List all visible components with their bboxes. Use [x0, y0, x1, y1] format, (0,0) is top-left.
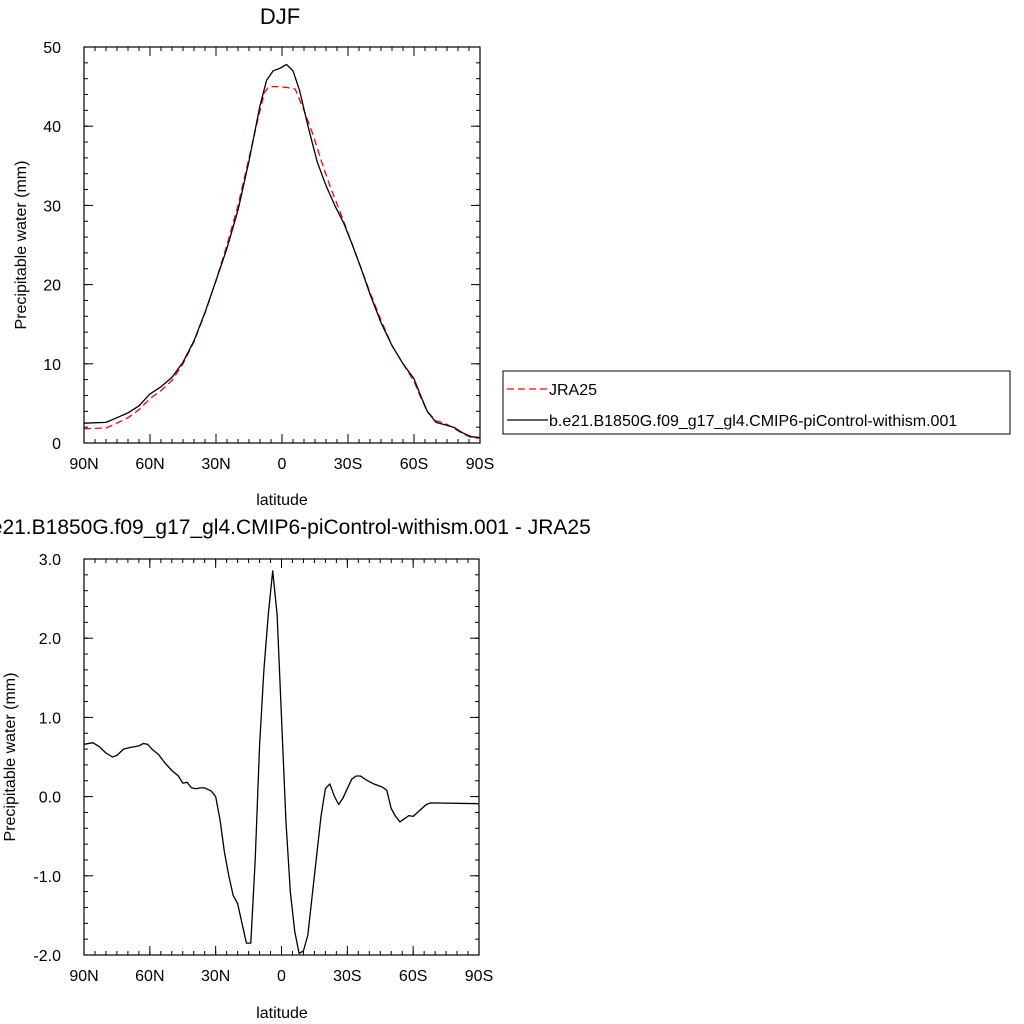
bottom-panel-y-axis-label: Precipitable water (mm) [2, 673, 19, 842]
top-x-tick-label: 30S [334, 456, 362, 473]
bottom-series-line-difference [83, 570, 480, 955]
bottom-panel-x-axis-label: latitude [256, 1005, 308, 1022]
bottom-panel-y-tick-labels: -2.0 -1.0 0.0 1.0 2.0 3.0 [33, 552, 61, 965]
top-panel-x-axis-label: latitude [256, 492, 308, 509]
bottom-panel-series [83, 570, 480, 955]
bottom-x-tick-label: 90N [69, 968, 98, 985]
bottom-x-tick-label: 60N [135, 968, 164, 985]
bottom-y-tick-label: -1.0 [33, 869, 61, 886]
legend-label-jra25: JRA25 [549, 382, 597, 399]
legend: JRA25 b.e21.B1850G.f09_g17_gl4.CMIP6-piC… [502, 370, 1011, 435]
top-x-tick-label: 0 [278, 456, 287, 473]
bottom-x-tick-label: 30S [333, 968, 361, 985]
legend-label-model: b.e21.B1850G.f09_g17_gl4.CMIP6-piControl… [549, 413, 957, 430]
top-y-tick-label: 40 [43, 119, 61, 136]
top-y-tick-label: 20 [43, 278, 61, 295]
top-panel-series [83, 63, 481, 439]
bottom-x-tick-label: 60S [399, 968, 427, 985]
top-panel-y-tick-labels: 0 10 20 30 40 50 [43, 40, 61, 453]
bottom-x-tick-label: 90S [465, 968, 493, 985]
top-panel-ticks [83, 46, 481, 444]
bottom-panel-title: b.e21.B1850G.f09_g17_gl4.CMIP6-piControl… [0, 516, 591, 539]
top-x-tick-label: 60N [135, 456, 164, 473]
top-series-line-model [83, 63, 481, 439]
top-series-line-jra25 [83, 85, 481, 439]
bottom-panel-x-tick-labels: 90N 60N 30N 0 30S 60S 90S [69, 968, 493, 985]
top-panel: DJF 0 10 20 30 40 50 90N 60N 30N 0 30S 60S 90S lati… [13, 4, 1011, 509]
top-x-tick-label: 30N [201, 456, 230, 473]
bottom-x-tick-label: 30N [201, 968, 230, 985]
top-y-tick-label: 0 [52, 436, 61, 453]
top-panel-title: DJF [260, 4, 300, 29]
bottom-y-tick-label: 0.0 [39, 790, 61, 807]
top-panel-x-tick-labels: 90N 60N 30N 0 30S 60S 90S [69, 456, 494, 473]
bottom-y-tick-label: 1.0 [39, 710, 61, 727]
bottom-y-tick-label: 2.0 [39, 631, 61, 648]
bottom-panel-ticks [83, 558, 480, 956]
bottom-panel: b.e21.B1850G.f09_g17_gl4.CMIP6-piControl… [0, 516, 591, 1022]
top-x-tick-label: 90S [466, 456, 494, 473]
legend-box [502, 370, 1011, 435]
top-panel-y-axis-label: Precipitable water (mm) [13, 161, 30, 330]
top-y-tick-label: 50 [43, 40, 61, 57]
bottom-y-tick-label: -2.0 [33, 948, 61, 965]
bottom-x-tick-label: 0 [277, 968, 286, 985]
bottom-panel-plot-frame [83, 558, 480, 956]
top-x-tick-label: 90N [69, 456, 98, 473]
bottom-y-tick-label: 3.0 [39, 552, 61, 569]
top-panel-plot-frame [83, 46, 481, 444]
top-x-tick-label: 60S [400, 456, 428, 473]
top-y-tick-label: 30 [43, 198, 61, 215]
top-y-tick-label: 10 [43, 357, 61, 374]
